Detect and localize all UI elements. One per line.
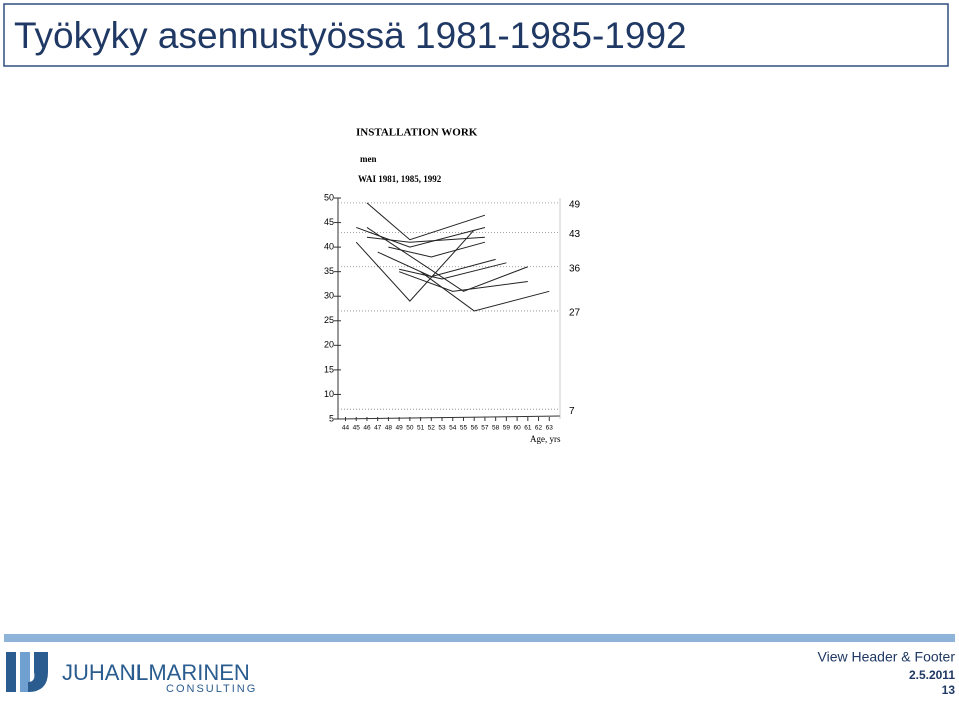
y-tick-label: 30 bbox=[324, 291, 334, 301]
logo-sub: CONSULTING bbox=[166, 683, 257, 695]
x-tick-label: 44 bbox=[342, 425, 350, 432]
data-line bbox=[366, 227, 529, 292]
y-tick-label: 40 bbox=[324, 241, 334, 251]
data-line bbox=[399, 262, 507, 280]
footer-text: View Header & Footer bbox=[818, 649, 956, 665]
logo-mark bbox=[28, 652, 48, 692]
data-line bbox=[366, 236, 485, 243]
title-box bbox=[3, 3, 949, 67]
x-tick-label: 55 bbox=[460, 425, 468, 432]
x-tick-label: 48 bbox=[385, 425, 393, 432]
x-tick-label: 62 bbox=[535, 425, 543, 432]
x-tick-label: 50 bbox=[406, 425, 414, 432]
reference-label: 27 bbox=[569, 308, 581, 319]
slide-title: Työkyky asennustyössä 1981-1985-1992 bbox=[14, 15, 687, 56]
reference-label: 7 bbox=[569, 406, 575, 417]
reference-label: 36 bbox=[569, 263, 581, 274]
y-tick-label: 20 bbox=[324, 340, 334, 350]
x-tick-label: 57 bbox=[481, 425, 489, 432]
y-tick-label: 35 bbox=[324, 266, 334, 276]
data-line bbox=[366, 202, 486, 241]
logo-mark bbox=[6, 652, 16, 692]
x-axis-label: Age, yrs bbox=[530, 434, 561, 444]
x-axis bbox=[337, 415, 561, 420]
y-tick-label: 10 bbox=[324, 389, 334, 399]
chart-title: INSTALLATION WORK bbox=[356, 127, 478, 139]
x-tick-label: 53 bbox=[438, 425, 446, 432]
x-tick-label: 45 bbox=[353, 425, 361, 432]
logo-mark bbox=[20, 652, 30, 692]
chart: INSTALLATION WORK men WAI 1981, 1985, 1992… bbox=[324, 127, 581, 445]
chart-annotation: WAI 1981, 1985, 1992 bbox=[358, 174, 442, 184]
y-tick-label: 50 bbox=[324, 192, 334, 202]
footer-date: 2.5.2011 bbox=[909, 668, 955, 682]
y-tick-label: 15 bbox=[324, 364, 334, 374]
x-tick-label: 49 bbox=[396, 425, 404, 432]
data-line bbox=[356, 226, 486, 248]
x-tick-label: 61 bbox=[524, 425, 532, 432]
x-tick-label: 60 bbox=[513, 425, 521, 432]
data-line bbox=[398, 271, 528, 292]
footer-page: 13 bbox=[942, 683, 956, 697]
y-tick-label: 25 bbox=[324, 315, 334, 325]
reference-label: 43 bbox=[569, 229, 581, 240]
data-line bbox=[355, 229, 475, 302]
x-tick-label: 47 bbox=[374, 425, 382, 432]
x-tick-label: 59 bbox=[503, 425, 511, 432]
x-tick-label: 56 bbox=[471, 425, 479, 432]
logo-first: JUHANI bbox=[62, 660, 141, 685]
y-tick-label: 5 bbox=[329, 413, 334, 423]
data-line bbox=[420, 271, 550, 312]
footer-bar bbox=[4, 634, 955, 642]
chart-subtitle: men bbox=[360, 154, 377, 164]
x-tick-label: 51 bbox=[417, 425, 425, 432]
x-tick-label: 54 bbox=[449, 425, 457, 432]
x-tick-label: 52 bbox=[428, 425, 436, 432]
logo-last: ILMARINEN bbox=[130, 660, 250, 685]
y-tick-label: 45 bbox=[324, 217, 334, 227]
x-tick-label: 63 bbox=[546, 425, 554, 432]
data-line bbox=[388, 241, 486, 258]
reference-label: 49 bbox=[569, 200, 581, 211]
x-tick-label: 58 bbox=[492, 425, 500, 432]
x-tick-label: 46 bbox=[363, 425, 371, 432]
